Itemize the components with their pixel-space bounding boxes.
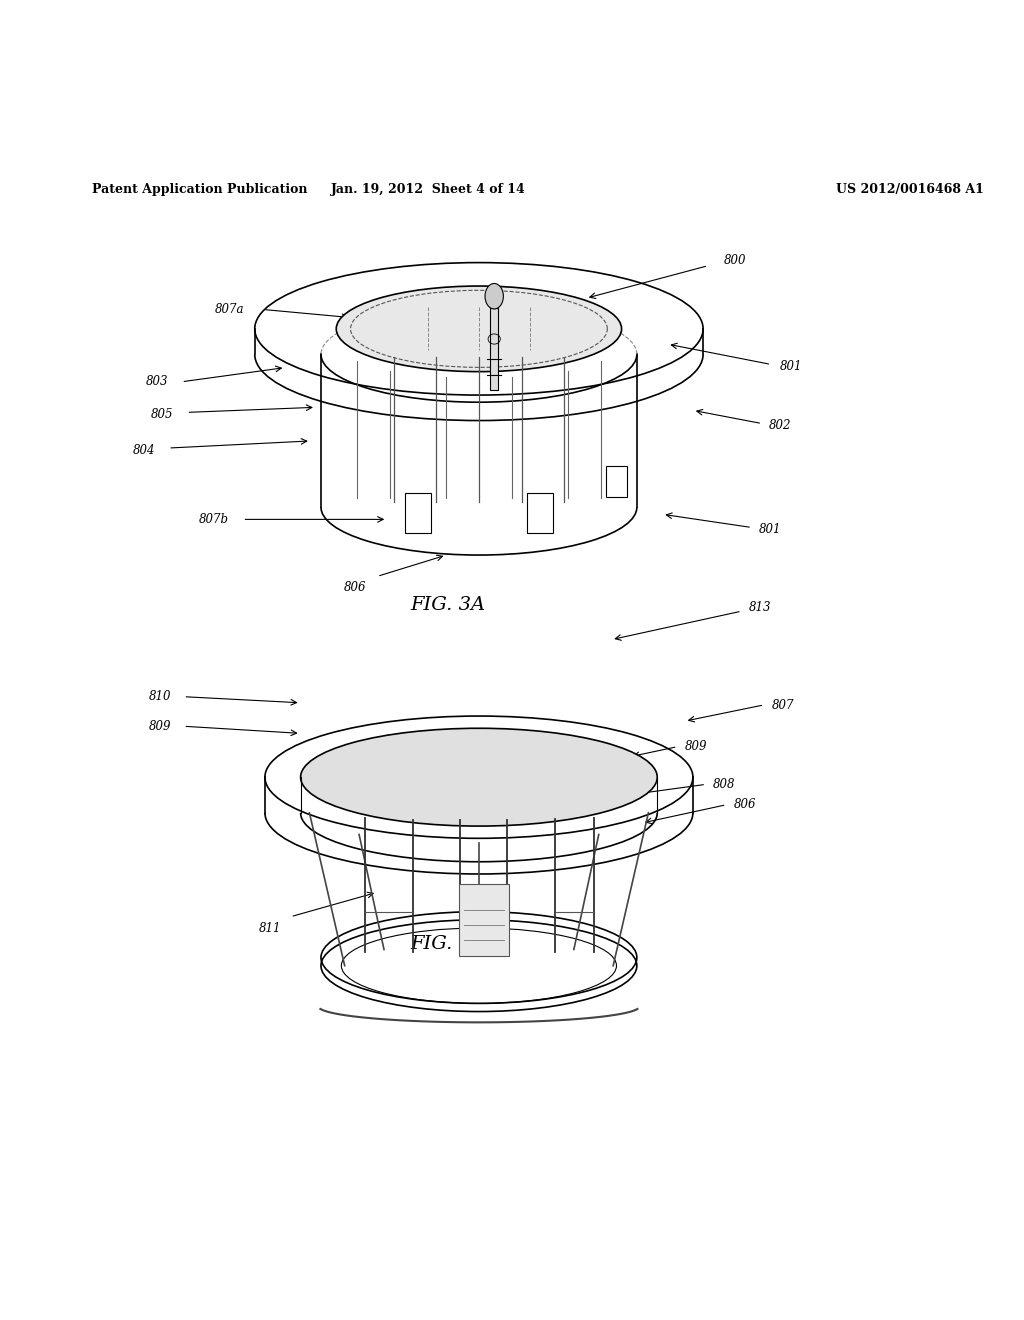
Ellipse shape	[336, 286, 622, 372]
Text: 809: 809	[148, 719, 171, 733]
Text: 813: 813	[749, 601, 771, 614]
Text: 810: 810	[148, 690, 171, 704]
Text: 811: 811	[259, 921, 282, 935]
Text: 800: 800	[724, 253, 745, 267]
Ellipse shape	[301, 729, 657, 826]
Text: 801: 801	[779, 360, 802, 374]
Ellipse shape	[485, 284, 504, 309]
FancyBboxPatch shape	[459, 884, 510, 956]
Ellipse shape	[265, 715, 693, 838]
Text: Patent Application Publication: Patent Application Publication	[92, 183, 307, 197]
FancyBboxPatch shape	[406, 492, 430, 533]
Text: 804: 804	[132, 444, 155, 457]
Text: Jan. 19, 2012  Sheet 4 of 14: Jan. 19, 2012 Sheet 4 of 14	[331, 183, 525, 197]
Text: 807b: 807b	[200, 513, 229, 525]
Text: FIG. 3B: FIG. 3B	[411, 935, 486, 953]
Text: 807a: 807a	[215, 304, 245, 315]
Text: US 2012/0016468 A1: US 2012/0016468 A1	[836, 183, 983, 197]
Text: 808: 808	[714, 777, 736, 791]
Ellipse shape	[255, 263, 703, 395]
Text: 805: 805	[151, 408, 173, 421]
Text: 809: 809	[685, 741, 708, 754]
Text: FIG. 3A: FIG. 3A	[411, 595, 486, 614]
FancyBboxPatch shape	[606, 466, 627, 496]
Text: 806: 806	[733, 799, 756, 812]
Text: 803: 803	[145, 375, 168, 388]
Text: 802: 802	[769, 420, 792, 432]
FancyBboxPatch shape	[527, 492, 553, 533]
Text: 806: 806	[343, 581, 366, 594]
Text: 801: 801	[759, 523, 781, 536]
Ellipse shape	[321, 920, 637, 1011]
Bar	[490, 309, 499, 389]
Text: 807: 807	[771, 700, 794, 713]
